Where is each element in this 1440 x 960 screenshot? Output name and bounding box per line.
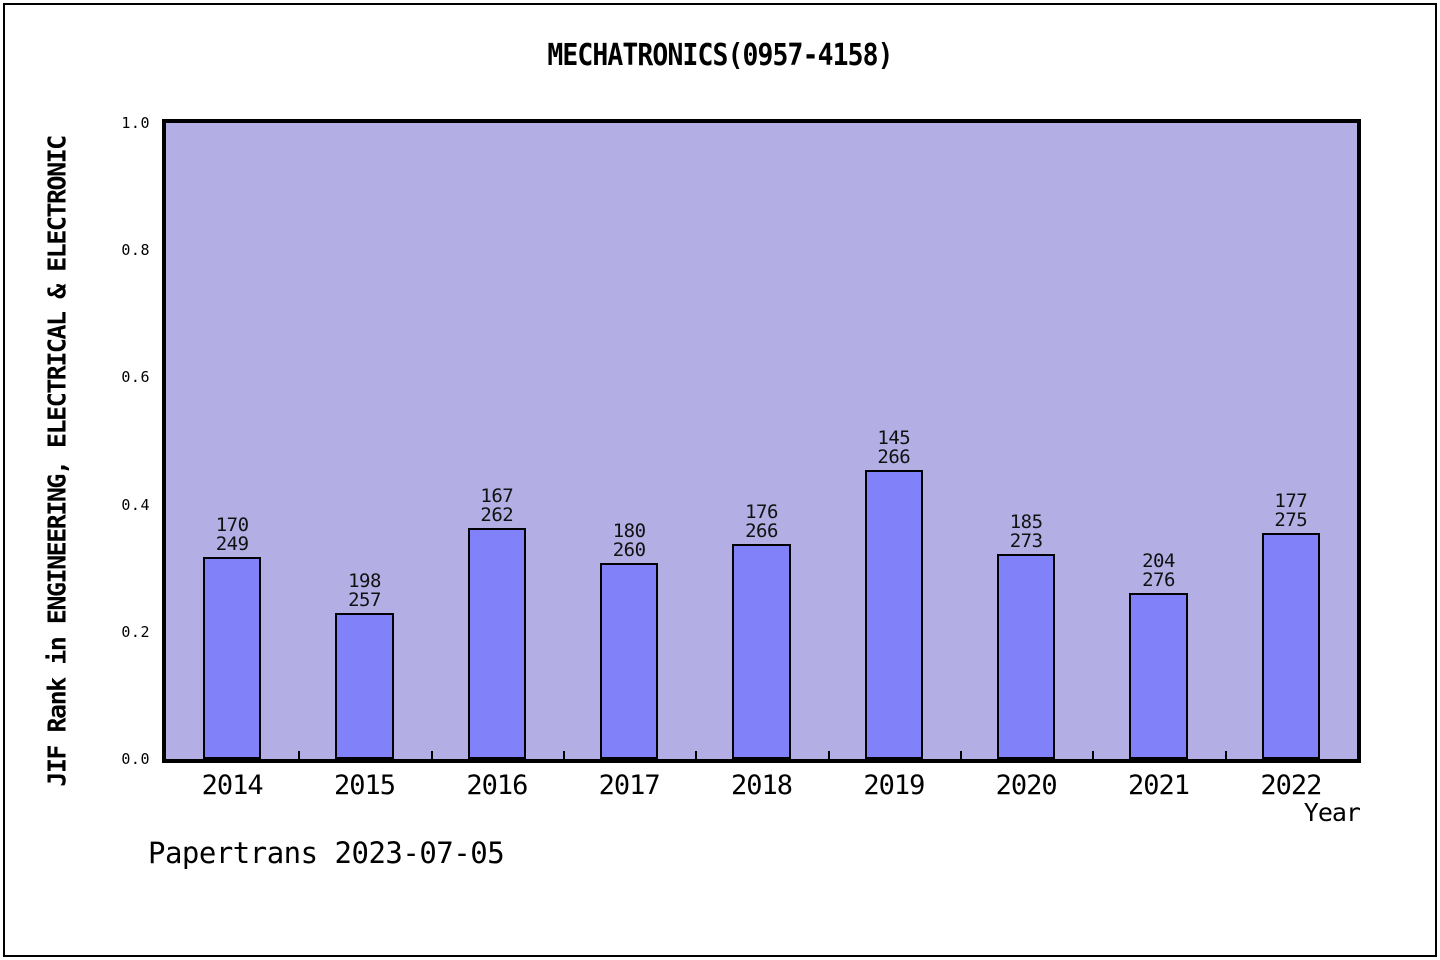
y-axis-label: JIF Rank in ENGINEERING, ELECTRICAL & EL…	[42, 136, 72, 787]
x-axis-tick-mark	[430, 751, 433, 760]
x-axis-tick-mark	[1224, 751, 1227, 760]
bar-total-value: 266	[877, 445, 911, 468]
bar-2014	[203, 557, 262, 759]
x-axis-tick-label-2017: 2017	[598, 770, 661, 801]
bar-value-label-2018: 176 266	[702, 503, 822, 541]
x-axis-tick-mark	[960, 751, 962, 760]
bar-rank-value: 204	[1142, 550, 1175, 573]
bar-value-label-2016: 167 262	[437, 487, 557, 525]
y-axis-tick-label: 0.0	[121, 750, 150, 768]
bar-total-value: 249	[215, 533, 249, 556]
x-axis-tick-label-2021: 2021	[1127, 770, 1190, 801]
bar-rank-value: 177	[1274, 489, 1308, 512]
bar-rank-value: 198	[348, 569, 381, 592]
bar-total-value: 273	[1009, 530, 1043, 553]
x-axis-tick-mark	[563, 751, 565, 760]
bar-rank-value: 145	[877, 426, 911, 449]
bar-2022	[1261, 532, 1320, 759]
y-axis-tick-label: 0.2	[121, 622, 150, 641]
bar-rank-value: 170	[215, 514, 249, 537]
x-axis-tick-label-2016: 2016	[466, 770, 528, 801]
x-axis-tick-mark	[1092, 751, 1095, 760]
bar-2020	[997, 554, 1056, 759]
x-axis-tick-label-2019: 2019	[863, 770, 925, 801]
x-axis-tick-label-2015: 2015	[333, 770, 396, 801]
bar-value-label-2020: 185 273	[966, 513, 1086, 551]
bar-2018	[732, 544, 791, 759]
bar-2015	[335, 612, 394, 759]
bar-rank-value: 167	[480, 485, 514, 508]
bar-total-value: 275	[1274, 508, 1308, 531]
x-axis-tick-label-2022: 2022	[1260, 770, 1322, 801]
plot-inner: 170 249 198 257 167 262 180 260 176 266 145 266 185 2…	[166, 123, 1357, 760]
y-axis-tick-label: 0.6	[121, 368, 150, 387]
bar-2017	[600, 563, 659, 759]
bar-value-label-2014: 170 249	[172, 516, 292, 554]
y-axis-tick-label: 1.0	[121, 114, 150, 132]
bar-2019	[864, 469, 923, 759]
bar-2021	[1129, 593, 1188, 759]
bar-2016	[467, 528, 526, 759]
bar-value-label-2021: 204 276	[1099, 552, 1219, 590]
bar-total-value: 260	[612, 539, 646, 562]
y-axis-tick-label: 0.4	[121, 495, 150, 514]
footer-note: Papertrans 2023-07-05	[148, 836, 505, 870]
bar-value-label-2022: 177 275	[1231, 489, 1351, 531]
bar-total-value: 257	[348, 588, 381, 611]
plot-area: 170 249 198 257 167 262 180 260 176 266 145 266 185 2…	[162, 119, 1361, 763]
x-axis-tick-mark	[827, 751, 830, 760]
chart-title: MECHATRONICS(0957-4158)	[547, 38, 893, 73]
bar-rank-value: 185	[1009, 511, 1043, 534]
bar-value-label-2017: 180 260	[569, 522, 689, 560]
x-axis-tick-mark	[695, 751, 698, 760]
y-axis-tick-label: 0.8	[121, 241, 150, 260]
bar-total-value: 276	[1142, 569, 1175, 592]
bar-rank-value: 176	[745, 501, 778, 524]
bar-value-label-2015: 198 257	[305, 569, 425, 611]
x-axis-tick-mark	[298, 751, 301, 760]
x-axis-tick-label-2020: 2020	[995, 770, 1058, 801]
x-axis-label: Year	[1303, 798, 1361, 827]
bar-value-label-2019: 145 266	[834, 426, 954, 468]
x-axis-tick-label-2018: 2018	[730, 770, 793, 801]
bar-rank-value: 180	[612, 520, 646, 543]
bar-total-value: 266	[745, 520, 778, 543]
x-axis-tick-label-2014: 2014	[201, 770, 264, 801]
bar-total-value: 262	[480, 504, 514, 527]
